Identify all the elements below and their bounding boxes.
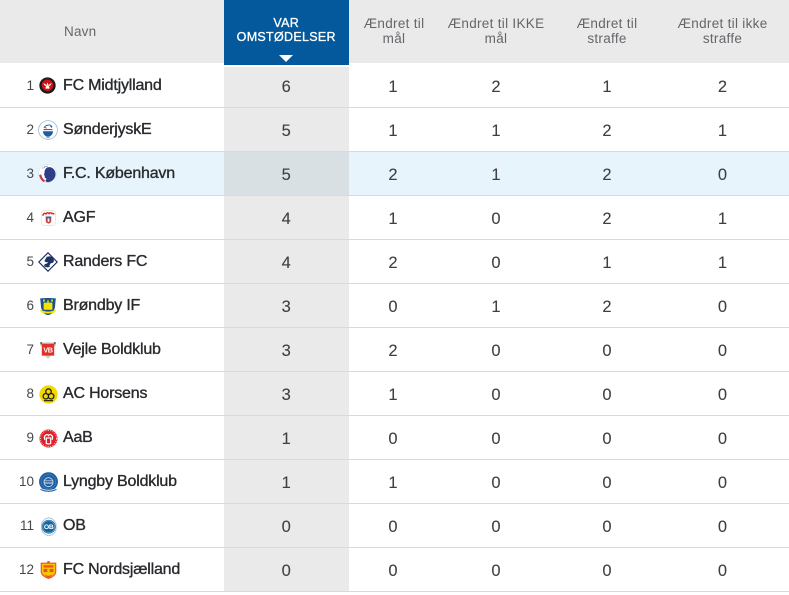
svg-text:OB: OB xyxy=(43,524,53,531)
svg-text:VB: VB xyxy=(43,346,52,355)
